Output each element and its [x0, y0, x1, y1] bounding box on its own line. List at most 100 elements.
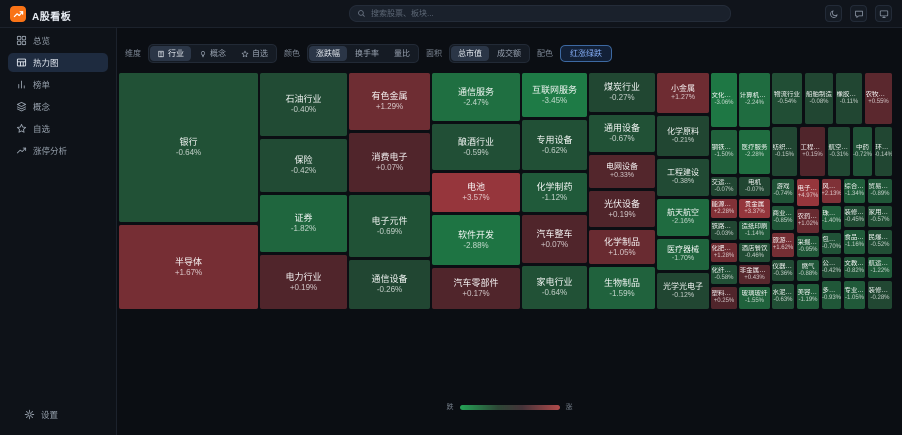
toolbar-option-概念[interactable]: 概念 [192, 46, 233, 61]
treemap-cell[interactable]: 航空机场-0.31% [828, 127, 850, 176]
treemap-cell[interactable]: 工程建设 -0.38% [657, 159, 709, 196]
treemap-cell[interactable]: 综合行业-1.34% [844, 179, 865, 203]
treemap-cell[interactable]: 电网设备 +0.33% [589, 155, 655, 188]
treemap-cell[interactable]: 装修建材-0.28% [868, 281, 892, 309]
treemap-cell[interactable]: 消费电子 +0.07% [349, 133, 430, 192]
treemap-cell[interactable]: 生物制品 -1.59% [589, 267, 655, 309]
treemap-cell[interactable]: 珠宝首饰-1.40% [822, 206, 841, 230]
treemap-cell[interactable]: 多元金融-0.93% [822, 281, 841, 309]
toolbar-option-行业[interactable]: 行业 [150, 46, 191, 61]
treemap-cell[interactable]: 航运港口-1.22% [868, 257, 892, 278]
treemap-cell[interactable]: 银行 -0.64% [119, 73, 258, 222]
toolbar-option-换手率[interactable]: 换手率 [348, 46, 386, 61]
treemap-cell[interactable]: 玻璃玻纤 -1.55% [739, 287, 770, 309]
treemap-cell[interactable]: 光学光电子 -0.12% [657, 273, 709, 309]
treemap-cell[interactable]: 汽车整车 +0.07% [522, 215, 587, 263]
treemap-cell[interactable]: 有色金属 +1.29% [349, 73, 430, 130]
treemap-cell[interactable]: 铁路公路 -0.03% [711, 221, 737, 240]
treemap-cell[interactable]: 光伏设备 +0.19% [589, 191, 655, 227]
treemap-cell[interactable]: 贵金属 +3.37% [739, 199, 770, 218]
treemap-cell[interactable]: 装修装饰-0.45% [844, 206, 865, 227]
treemap-cell[interactable]: 包装材料-0.70% [822, 233, 841, 254]
treemap-cell[interactable]: 小金属 +1.27% [657, 73, 709, 113]
treemap-cell[interactable]: 环保行业-0.14% [875, 127, 892, 176]
treemap-cell[interactable]: 专用设备 -0.62% [522, 120, 587, 170]
treemap-cell[interactable]: 公用事业-0.42% [822, 257, 841, 278]
treemap-cell[interactable]: 采掘行业-0.95% [797, 236, 819, 257]
sidebar-item-grid[interactable]: 总览 [8, 31, 108, 50]
treemap-cell[interactable]: 化学原料 -0.21% [657, 116, 709, 156]
treemap-cell[interactable]: 软件开发 -2.88% [432, 215, 520, 265]
treemap-cell[interactable]: 物流行业 -0.54% [772, 73, 802, 124]
treemap-cell[interactable]: 民爆行业-0.52% [868, 230, 892, 254]
treemap-cell[interactable]: 电子化学品+4.97% [797, 179, 819, 206]
treemap-cell[interactable]: 电池 +3.57% [432, 173, 520, 212]
treemap-cell[interactable]: 医疗服务 -2.28% [739, 130, 770, 174]
treemap-cell[interactable]: 化肥行业 +1.28% [711, 243, 737, 262]
treemap-cell[interactable]: 煤炭行业 -0.27% [589, 73, 655, 112]
treemap-cell[interactable]: 橡胶制品 -0.11% [836, 73, 862, 124]
treemap-cell[interactable]: 互联网服务 -3.45% [522, 73, 587, 117]
treemap-cell[interactable]: 汽车零部件 +0.17% [432, 268, 520, 309]
treemap-cell[interactable]: 化学制药 -1.12% [522, 173, 587, 212]
treemap-cell[interactable]: 塑料制品 +0.25% [711, 287, 737, 309]
treemap-cell[interactable]: 游戏 -0.74% [772, 179, 794, 203]
sidebar-item-trend[interactable]: 涨停分析 [8, 141, 108, 160]
treemap-cell[interactable]: 电力行业 +0.19% [260, 255, 347, 309]
treemap-cell[interactable]: 证券 -1.82% [260, 195, 347, 252]
treemap-cell[interactable]: 食品饮料-1.16% [844, 230, 865, 254]
treemap-cell[interactable]: 石油行业 -0.40% [260, 73, 347, 136]
monitor-button[interactable] [875, 5, 892, 22]
toolbar-option-成交额[interactable]: 成交额 [490, 46, 528, 61]
treemap-cell[interactable]: 文教休闲-0.82% [844, 257, 865, 278]
treemap-cell[interactable]: 酿酒行业 -0.59% [432, 124, 520, 170]
sidebar-item-star[interactable]: 自选 [8, 119, 108, 138]
toolbar-option-量比[interactable]: 量比 [387, 46, 417, 61]
treemap-cell[interactable]: 旅游酒店+1.62% [772, 233, 794, 257]
treemap-cell[interactable]: 钢铁行业 -1.50% [711, 130, 737, 174]
treemap-cell[interactable]: 航天航空 -2.16% [657, 199, 709, 236]
treemap-cell[interactable]: 保险 -0.42% [260, 139, 347, 192]
treemap-cell[interactable]: 通信服务 -2.47% [432, 73, 520, 121]
treemap-cell[interactable]: 中药 -0.72% [853, 127, 872, 176]
treemap-cell[interactable]: 船舶制造 -0.08% [805, 73, 833, 124]
treemap-cell[interactable]: 商业百货-0.85% [772, 206, 794, 230]
moon-button[interactable] [825, 5, 842, 22]
toolbar-option-总市值[interactable]: 总市值 [451, 46, 489, 61]
treemap-cell[interactable]: 仪器仪表-0.36% [772, 260, 794, 281]
treemap-cell[interactable]: 家电行业 -0.64% [522, 266, 587, 309]
treemap-cell[interactable]: 风电设备+2.13% [822, 179, 841, 203]
treemap-cell[interactable]: 能源金属 +2.28% [711, 199, 737, 218]
treemap-cell[interactable]: 半导体 +1.67% [119, 225, 258, 309]
treemap-cell[interactable]: 贸易行业-0.89% [868, 179, 892, 203]
treemap-cell[interactable]: 文化传媒 -3.06% [711, 73, 737, 127]
toolbar-option-自选[interactable]: 自选 [234, 46, 275, 61]
treemap-cell[interactable]: 通用设备 -0.67% [589, 115, 655, 152]
treemap-cell[interactable]: 纺织服装 -0.15% [772, 127, 797, 176]
treemap-cell[interactable]: 美容护理-1.19% [797, 284, 819, 309]
treemap-cell[interactable]: 交运设备 -0.07% [711, 177, 737, 196]
message-button[interactable] [850, 5, 867, 22]
treemap-cell[interactable]: 化学制品 +1.05% [589, 230, 655, 264]
sidebar-item-settings[interactable]: 设置 [16, 405, 100, 424]
treemap-cell[interactable]: 燃气 -0.88% [797, 260, 819, 281]
treemap-cell[interactable]: 电子元件 -0.69% [349, 195, 430, 257]
treemap-cell[interactable]: 农药兽药+1.02% [797, 209, 819, 233]
treemap-cell[interactable]: 医疗器械 -1.70% [657, 239, 709, 270]
treemap-cell[interactable]: 工程机械 +0.15% [800, 127, 825, 176]
color-scheme-toggle[interactable]: 红涨绿跌 [560, 45, 612, 62]
treemap-cell[interactable]: 酒店餐饮 -0.46% [739, 243, 770, 262]
toolbar-option-涨跌幅[interactable]: 涨跌幅 [309, 46, 347, 61]
treemap-cell[interactable]: 水泥建材-0.63% [772, 284, 794, 309]
search-input[interactable] [371, 9, 723, 18]
treemap-cell[interactable]: 计算机设备 -2.24% [739, 73, 770, 127]
treemap-cell[interactable]: 专业服务-1.05% [844, 281, 865, 309]
sidebar-item-chart[interactable]: 榜单 [8, 75, 108, 94]
treemap-cell[interactable]: 家用轻工-0.57% [868, 206, 892, 227]
treemap-cell[interactable]: 农牧饲渔 +0.55% [865, 73, 892, 124]
treemap-cell[interactable]: 造纸印刷 -1.14% [739, 221, 770, 240]
search-bar[interactable] [349, 5, 731, 22]
treemap-cell[interactable]: 通信设备 -0.26% [349, 260, 430, 309]
treemap-cell[interactable]: 电机 -0.07% [739, 177, 770, 196]
sidebar-item-layers[interactable]: 概念 [8, 97, 108, 116]
